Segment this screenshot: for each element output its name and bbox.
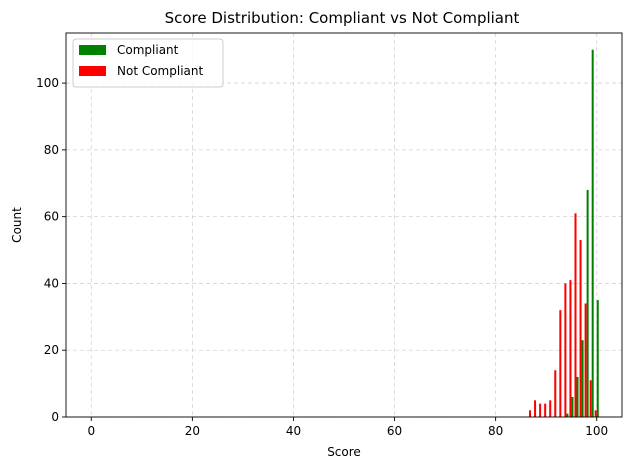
x-tick-label: 0 bbox=[87, 424, 95, 438]
axis-ticks: 0 20 40 60 80 100 0 20 40 60 80 100 bbox=[36, 76, 608, 438]
bar-not-compliant bbox=[554, 370, 557, 417]
bar-not-compliant bbox=[559, 310, 562, 417]
y-tick-label: 60 bbox=[44, 210, 59, 224]
bar-not-compliant bbox=[539, 403, 542, 417]
x-tick-label: 20 bbox=[185, 424, 200, 438]
bar-compliant bbox=[581, 340, 584, 417]
bar-not-compliant bbox=[569, 280, 572, 417]
bar-compliant bbox=[566, 413, 569, 417]
bar-not-compliant bbox=[534, 400, 537, 417]
bar-not-compliant bbox=[584, 303, 587, 417]
bar-not-compliant bbox=[574, 213, 577, 417]
bar-not-compliant bbox=[528, 410, 532, 417]
y-tick-label: 0 bbox=[51, 410, 59, 424]
x-tick-label: 60 bbox=[387, 424, 402, 438]
legend-label-compliant: Compliant bbox=[117, 43, 179, 57]
bar-not-compliant bbox=[564, 283, 567, 417]
bar-not-compliant bbox=[594, 410, 597, 417]
x-tick-label: 40 bbox=[286, 424, 301, 438]
y-tick-label: 100 bbox=[36, 76, 59, 90]
chart-title: Score Distribution: Compliant vs Not Com… bbox=[165, 9, 520, 27]
bar-compliant bbox=[586, 189, 589, 417]
y-tick-label: 20 bbox=[44, 343, 59, 357]
legend-swatch-not-compliant bbox=[79, 66, 106, 76]
bar-not-compliant bbox=[544, 403, 547, 417]
bars bbox=[528, 49, 599, 418]
bar-not-compliant bbox=[589, 380, 592, 417]
bar-compliant bbox=[591, 49, 594, 418]
bar-not-compliant bbox=[549, 400, 552, 417]
plot-frame bbox=[65, 32, 623, 418]
legend: Compliant Not Compliant bbox=[72, 38, 224, 88]
bar-compliant bbox=[596, 300, 599, 417]
x-axis-label: Score bbox=[327, 445, 361, 459]
y-tick-label: 80 bbox=[44, 143, 59, 157]
x-tick-label: 100 bbox=[585, 424, 608, 438]
legend-swatch-compliant bbox=[79, 45, 106, 55]
y-axis-label: Count bbox=[10, 207, 24, 243]
y-tick-label: 40 bbox=[44, 276, 59, 290]
bar-not-compliant bbox=[579, 240, 582, 417]
legend-box bbox=[72, 38, 224, 88]
legend-label-not-compliant: Not Compliant bbox=[117, 64, 203, 78]
bar-compliant bbox=[576, 376, 579, 417]
x-tick-label: 80 bbox=[488, 424, 503, 438]
grid-lines bbox=[66, 33, 622, 418]
bar-compliant bbox=[571, 396, 574, 417]
